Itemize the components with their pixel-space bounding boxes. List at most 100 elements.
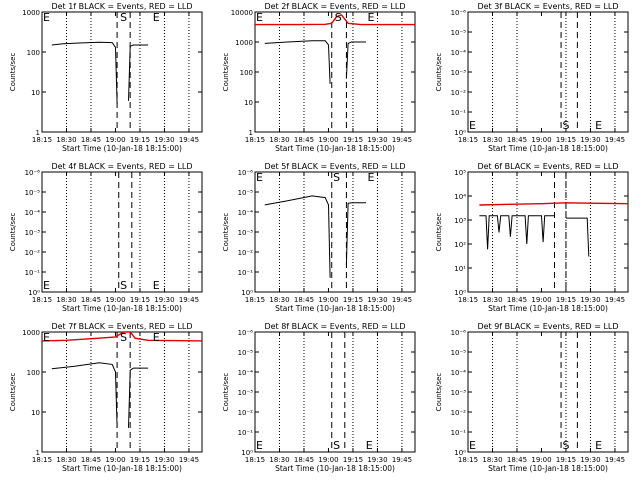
y-tick-label: 10⁻³ xyxy=(451,69,467,77)
marker-E-start: E xyxy=(256,11,263,24)
events-series-line xyxy=(345,202,366,265)
y-axis-label: Counts/sec xyxy=(222,53,230,92)
y-tick-label: 1000 xyxy=(22,9,40,17)
x-tick-label: 18:15 xyxy=(458,296,478,304)
y-tick-label: 10⁻⁴ xyxy=(451,369,467,377)
plot-frame xyxy=(41,331,203,453)
y-axis-label: Counts/sec xyxy=(435,373,443,412)
chart-det-3: Det 3f BLACK = Events, RED = LLD 10⁻⁶ 10⁻⁵… xyxy=(435,2,629,153)
events-series-line xyxy=(128,44,149,101)
y-tick-label: 10⁰ xyxy=(454,449,466,457)
chart-det-4: Det 4f BLACK = Events, RED = LLD 10⁻⁶ 10⁻⁵… xyxy=(9,162,203,313)
x-axis-label: Start Time (10-Jan-18 18:15:00) xyxy=(275,464,395,473)
y-axis-label: Counts/sec xyxy=(9,213,17,252)
chart-det-8: Det 8f BLACK = Events, RED = LLD 10⁻⁶ 10⁻⁵… xyxy=(222,322,416,473)
y-tick-label: 10⁻³ xyxy=(238,389,254,397)
y-tick-label: 10 xyxy=(31,89,40,97)
marker-S: S xyxy=(562,119,569,132)
marker-S: S xyxy=(120,279,127,292)
marker-S: S xyxy=(333,439,340,452)
x-tick-label: 19:00 xyxy=(318,296,338,304)
marker-E-start: E xyxy=(256,439,263,452)
y-axis-label: Counts/sec xyxy=(222,373,230,412)
chart-det-5: Det 5f BLACK = Events, RED = LLD 10⁻⁶ 10⁻⁵… xyxy=(222,162,416,313)
x-tick-label: 18:15 xyxy=(458,456,478,464)
lld-series-line xyxy=(255,14,415,26)
lld-series-line xyxy=(41,331,203,342)
x-axis-label: Start Time (10-Jan-18 18:15:00) xyxy=(62,144,182,153)
y-tick-label: 10 xyxy=(244,99,253,107)
x-tick-label: 19:30 xyxy=(580,136,600,144)
y-tick-label: 10⁻⁴ xyxy=(25,209,41,217)
events-series-line xyxy=(479,215,555,250)
chart-det-2: Det 2f BLACK = Events, RED = LLD 10000 100… xyxy=(222,2,416,153)
events-series-line xyxy=(264,40,331,84)
x-tick-label: 18:45 xyxy=(81,456,101,464)
y-tick-label: 100 xyxy=(27,369,40,377)
x-axis-label: Start Time (10-Jan-18 18:15:00) xyxy=(488,464,608,473)
x-tick-label: 18:15 xyxy=(32,136,52,144)
x-tick-label: 19:15 xyxy=(130,456,150,464)
y-tick-label: 10⁻⁶ xyxy=(25,169,41,177)
y-tick-label: 10³ xyxy=(454,217,466,225)
y-tick-label: 10⁻⁴ xyxy=(238,369,254,377)
y-tick-label: 10⁻² xyxy=(451,89,467,97)
x-tick-label: 19:45 xyxy=(392,136,412,144)
x-tick-label: 18:15 xyxy=(245,456,265,464)
chart-title: Det 3f BLACK = Events, RED = LLD xyxy=(477,2,618,11)
x-tick-label: 18:30 xyxy=(56,456,76,464)
chart-title: Det 9f BLACK = Events, RED = LLD xyxy=(477,322,618,331)
y-tick-label: 1000 xyxy=(22,329,40,337)
y-tick-label: 10⁻⁶ xyxy=(238,329,254,337)
x-tick-label: 18:30 xyxy=(482,136,502,144)
chart-title: Det 6f BLACK = Events, RED = LLD xyxy=(477,162,618,171)
x-tick-label: 19:30 xyxy=(580,456,600,464)
events-series-line xyxy=(128,367,149,428)
plot-frame xyxy=(467,171,629,293)
x-tick-label: 19:30 xyxy=(154,456,174,464)
x-axis-label: Start Time (10-Jan-18 18:15:00) xyxy=(62,464,182,473)
y-tick-label: 10⁰ xyxy=(454,129,466,137)
x-tick-label: 18:30 xyxy=(269,136,289,144)
x-tick-label: 19:15 xyxy=(343,456,363,464)
x-tick-label: 19:00 xyxy=(531,456,551,464)
y-tick-label: 10⁰ xyxy=(454,289,466,297)
y-axis-label: Counts/sec xyxy=(9,373,17,412)
y-tick-label: 10¹ xyxy=(454,265,466,273)
y-tick-label: 10⁰ xyxy=(241,289,253,297)
x-tick-label: 19:45 xyxy=(392,456,412,464)
y-tick-label: 10⁻³ xyxy=(25,229,41,237)
x-axis-label: Start Time (10-Jan-18 18:15:00) xyxy=(488,144,608,153)
x-tick-label: 18:45 xyxy=(294,136,314,144)
y-tick-label: 10⁰ xyxy=(241,449,253,457)
marker-E: E xyxy=(595,439,602,452)
marker-E: E xyxy=(367,11,374,24)
y-tick-label: 100 xyxy=(27,49,40,57)
y-tick-label: 10⁻⁴ xyxy=(451,49,467,57)
y-tick-label: 10⁻⁶ xyxy=(238,169,254,177)
y-tick-label: 1 xyxy=(249,129,253,137)
marker-E-start: E xyxy=(43,331,50,344)
y-tick-label: 10⁻² xyxy=(451,409,467,417)
y-tick-label: 10⁻¹ xyxy=(451,109,467,117)
x-tick-label: 18:30 xyxy=(482,456,502,464)
x-tick-label: 19:15 xyxy=(556,296,576,304)
events-series-line xyxy=(566,217,590,257)
y-tick-label: 10⁻⁵ xyxy=(238,189,254,197)
y-axis-label: Counts/sec xyxy=(9,53,17,92)
y-tick-label: 10⁵ xyxy=(454,169,466,177)
x-axis-label: Start Time (10-Jan-18 18:15:00) xyxy=(275,304,395,313)
x-tick-label: 19:45 xyxy=(392,296,412,304)
x-tick-label: 19:45 xyxy=(605,136,625,144)
marker-E-start: E xyxy=(43,279,50,292)
x-tick-label: 19:00 xyxy=(105,136,125,144)
x-tick-label: 18:15 xyxy=(458,136,478,144)
y-tick-label: 10⁻⁵ xyxy=(25,189,41,197)
lld-series-line xyxy=(479,202,629,206)
x-tick-label: 19:45 xyxy=(179,456,199,464)
x-tick-label: 19:15 xyxy=(343,296,363,304)
x-tick-label: 18:30 xyxy=(269,456,289,464)
x-tick-label: 19:30 xyxy=(367,296,387,304)
x-tick-label: 19:00 xyxy=(105,296,125,304)
